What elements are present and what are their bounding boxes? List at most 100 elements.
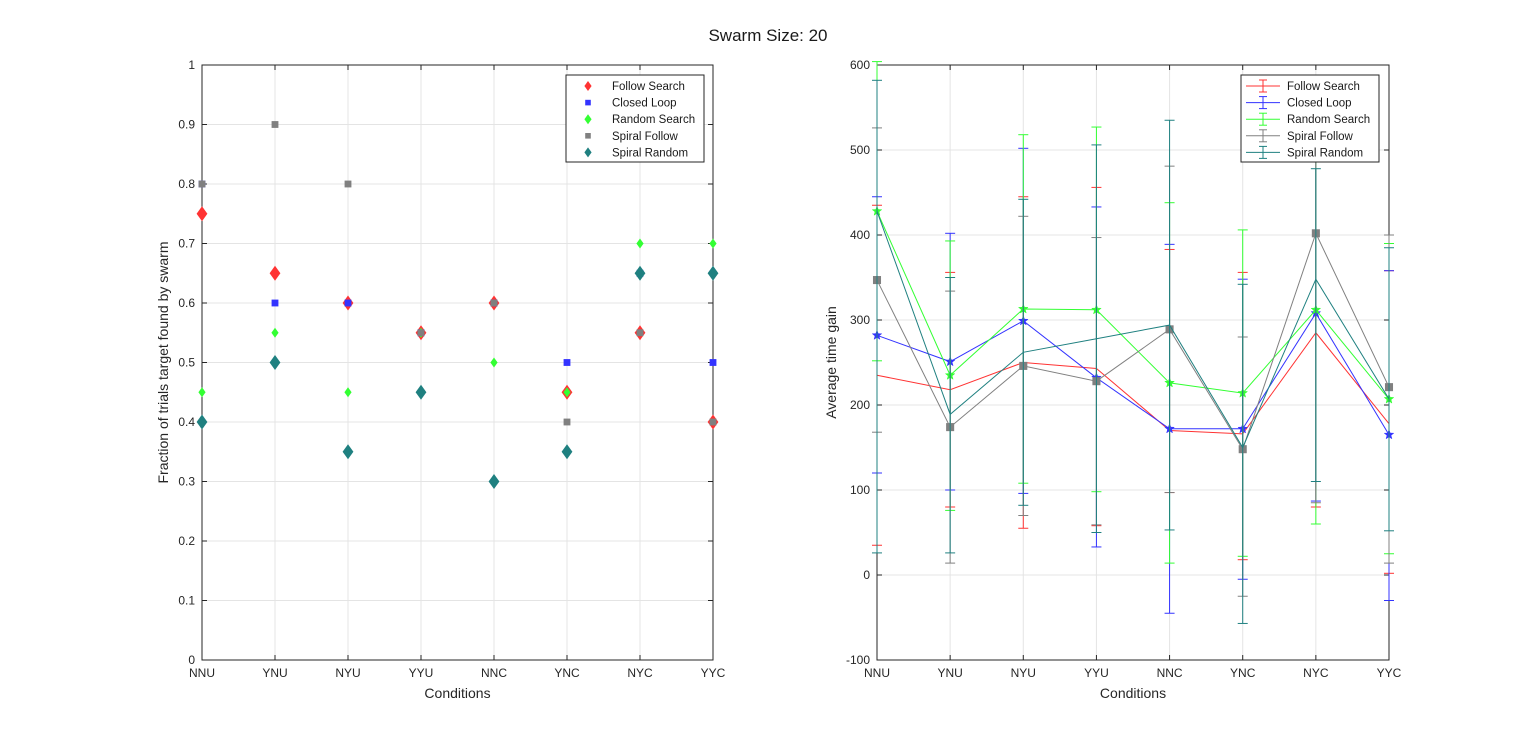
data-point xyxy=(271,299,279,307)
legend-label: Spiral Random xyxy=(612,147,688,159)
x-tick-label-yyu: YYU xyxy=(409,666,434,680)
data-point xyxy=(344,299,352,307)
data-point xyxy=(271,121,279,128)
y-tick-label: 500 xyxy=(850,143,870,157)
y-tick-label: 0.1 xyxy=(178,594,195,608)
data-point xyxy=(707,265,719,281)
data-point xyxy=(490,299,498,307)
x-tick-label-nnc: NNC xyxy=(481,666,507,680)
legend-item-closed-loop: Closed Loop xyxy=(1246,96,1352,110)
legend-box xyxy=(1240,74,1380,163)
data-point xyxy=(490,357,498,368)
data-point xyxy=(415,384,427,400)
data-point xyxy=(563,387,571,398)
y-tick-label: 100 xyxy=(850,483,870,497)
legend-label: Spiral Random xyxy=(1287,147,1363,159)
legend-item-follow-search: Follow Search xyxy=(584,81,685,93)
x-tick-label-ynu: YNU xyxy=(262,666,287,680)
data-point xyxy=(198,180,206,188)
x-tick-label-yyc: YYC xyxy=(1377,666,1402,680)
series-line xyxy=(876,231,1390,451)
y-axis-label: Average time gain xyxy=(823,306,839,419)
data-point xyxy=(271,327,279,338)
data-point xyxy=(636,329,644,337)
series-spiral-follow xyxy=(198,121,717,426)
series-spiral-random xyxy=(872,79,1394,624)
legend-item-follow-search: Follow Search xyxy=(1246,79,1360,93)
x-tick-label-nnu: NNU xyxy=(864,666,890,680)
data-point xyxy=(563,418,571,426)
y-tick-label: 0.4 xyxy=(178,415,195,429)
data-point xyxy=(488,474,500,489)
x-tick-label-nyu: NYU xyxy=(335,666,360,680)
y-tick-label: 0.6 xyxy=(178,296,195,310)
x-tick-label-nnu: NNU xyxy=(189,666,215,680)
legend-marker-swatch xyxy=(584,147,592,158)
y-tick-label: 0 xyxy=(863,568,870,582)
data-point xyxy=(344,387,352,398)
x-tick-label-yyc: YYC xyxy=(701,666,726,680)
legend-label: Follow Search xyxy=(1287,81,1360,93)
legend-marker-swatch xyxy=(584,114,592,125)
legend-label: Follow Search xyxy=(612,81,685,93)
data-point xyxy=(709,359,717,366)
y-tick-label: -100 xyxy=(846,653,870,667)
data-point xyxy=(269,355,281,370)
legend-item-closed-loop: Closed Loop xyxy=(585,98,677,110)
y-tick-label: 0.3 xyxy=(178,475,195,489)
data-point xyxy=(196,414,208,430)
y-tick-label: 300 xyxy=(850,313,870,327)
left-chart-fraction-found: 0 0.1 0.2 0.3 0.4 0.5 0.6 0.7 0.8 0.9 1 NNU YNU NYU YY… xyxy=(155,58,726,701)
x-tick-label-ync: YNC xyxy=(1230,666,1256,680)
legend-item-spiral-follow: Spiral Follow xyxy=(1246,129,1354,143)
legend-item-random-search: Random Search xyxy=(1246,112,1370,126)
legend: Follow Search Closed Loop Random Search Spi… xyxy=(1240,74,1380,163)
data-point xyxy=(563,359,571,366)
data-point xyxy=(561,444,573,460)
legend-label: Closed Loop xyxy=(1287,98,1352,110)
y-axis-label: Fraction of trials target found by swarm xyxy=(155,242,171,484)
data-point xyxy=(709,418,717,426)
x-tick-label-ynu: YNU xyxy=(937,666,962,680)
y-tick-label: 200 xyxy=(850,398,870,412)
series-line xyxy=(876,210,1390,400)
data-point xyxy=(634,265,646,281)
y-tick-label: 0.7 xyxy=(178,237,195,251)
x-tick-label-nyu: NYU xyxy=(1011,666,1036,680)
legend-label: Closed Loop xyxy=(612,98,677,110)
x-tick-label-nyc: NYC xyxy=(1303,666,1329,680)
legend-item-spiral-random: Spiral Random xyxy=(584,147,688,159)
y-tick-label: 0.9 xyxy=(178,118,195,132)
x-tick-label-nyc: NYC xyxy=(627,666,653,680)
x-tick-label-yyu: YYU xyxy=(1084,666,1109,680)
plot-area xyxy=(877,65,1389,660)
y-tick-label: 0.2 xyxy=(178,534,195,548)
series-line xyxy=(876,211,1390,449)
x-tick-label-nnc: NNC xyxy=(1157,666,1183,680)
y-tick-label: 1 xyxy=(188,58,195,72)
x-axis-label: Conditions xyxy=(424,685,490,701)
y-tick-label: 400 xyxy=(850,228,870,242)
y-tick-label: 600 xyxy=(850,58,870,72)
series-line xyxy=(876,312,1390,436)
legend-item-spiral-follow: Spiral Follow xyxy=(585,131,679,143)
data-point xyxy=(709,238,717,249)
legend-item-random-search: Random Search xyxy=(584,114,695,126)
legend-marker-swatch xyxy=(585,99,591,106)
data-point xyxy=(636,238,644,249)
legend-label: Spiral Follow xyxy=(612,131,679,143)
data-point xyxy=(196,206,208,222)
right-chart-average-time-gain: -100 0 100 200 300 400 500 600 NNU YNU NYU YYU NNC YN… xyxy=(823,58,1402,701)
legend-label: Spiral Follow xyxy=(1287,131,1354,143)
figure-title: Swarm Size: 20 xyxy=(708,26,828,45)
data-point xyxy=(269,265,281,281)
legend-label: Random Search xyxy=(612,114,695,126)
legend-marker-swatch xyxy=(584,81,592,91)
data-point xyxy=(344,180,352,188)
legend-marker-swatch xyxy=(585,133,591,139)
y-tick-label: 0.8 xyxy=(178,177,195,191)
data-point xyxy=(342,444,354,460)
y-tick-label: 0 xyxy=(188,653,195,667)
series-spiral-random xyxy=(196,265,719,489)
series-line xyxy=(876,331,1390,435)
